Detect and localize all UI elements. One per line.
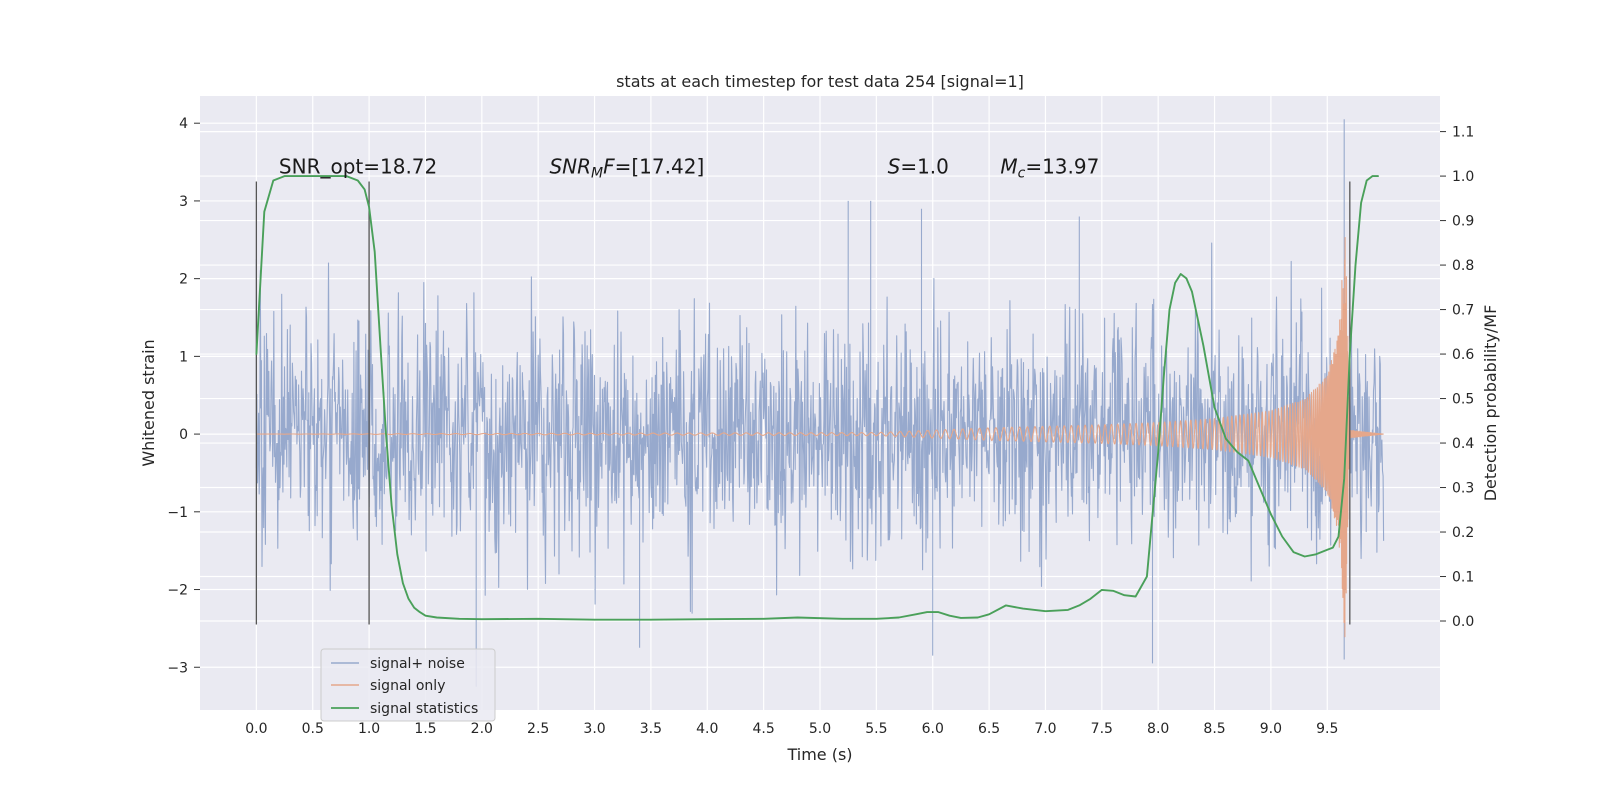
signal-only-line (256, 237, 1384, 638)
signal-statistics-line (255, 175, 1379, 621)
x-tick-label: 2.0 (471, 721, 493, 737)
x-tick-label: 4.5 (753, 721, 775, 737)
annotation-text: S=1.0 (888, 155, 949, 179)
y-right-tick-label: 0.5 (1452, 392, 1474, 408)
y-right-tick-label: 0.6 (1452, 347, 1474, 363)
legend-label-signal-noise: signal+ noise (370, 656, 465, 672)
y-right-tick-label: 0.9 (1452, 214, 1474, 230)
x-tick-label: 7.5 (1091, 721, 1113, 737)
y-right-tick-label: 0.3 (1452, 481, 1474, 497)
legend-box (320, 648, 496, 722)
x-tick-label: 9.5 (1316, 721, 1338, 737)
y-left-axis-label: Whitened strain (139, 339, 158, 466)
signal-statistics-series (255, 175, 1379, 621)
y-left-tick-label: 2 (179, 272, 188, 288)
y-left-ticks: 4 3 2 1 0 −1 −2 −3 (167, 116, 200, 676)
y-left-tick-label: −1 (167, 505, 188, 521)
y-left-tick-label: −3 (167, 660, 188, 676)
x-tick-label: 0.5 (302, 721, 324, 737)
x-axis-label: Time (s) (786, 745, 852, 764)
x-tick-label: 3.0 (583, 721, 605, 737)
x-tick-label: 7.0 (1034, 721, 1056, 737)
chart-title: stats at each timestep for test data 254… (616, 72, 1024, 91)
x-tick-label: 2.5 (527, 721, 549, 737)
x-tick-label: 1.0 (358, 721, 380, 737)
legend-label-signal-only: signal only (370, 678, 445, 694)
annotation-text: Mc=13.97 (1000, 155, 1099, 182)
x-tick-label: 4.0 (696, 721, 718, 737)
y-left-tick-label: 1 (179, 349, 188, 365)
annotations: SNR_opt=18.72 SNRMF=[17.42] S=1.0 Mc=13.97 (279, 155, 1099, 182)
vertical-markers (255, 181, 1351, 625)
x-tick-label: 8.5 (1203, 721, 1225, 737)
x-tick-label: 0.0 (245, 721, 267, 737)
signal-only-series (256, 237, 1384, 638)
x-tick-label: 1.5 (414, 721, 436, 737)
y-right-tick-label: 0.2 (1452, 525, 1474, 541)
y-right-tick-label: 0.1 (1452, 570, 1474, 586)
x-tick-label: 8.0 (1147, 721, 1169, 737)
x-tick-label: 6.0 (922, 721, 944, 737)
y-right-tick-label: 0.8 (1452, 258, 1474, 274)
x-axis-ticks: 0.0 0.5 1.0 1.5 2.0 2.5 3.0 3.5 4.0 4.5 5.0 5.5 6.0 6… (245, 721, 1338, 737)
x-tick-label: 5.5 (865, 721, 887, 737)
annotation-text: SNRMF=[17.42] (549, 155, 704, 182)
y-right-tick-label: 1.0 (1452, 169, 1474, 185)
x-tick-label: 9.0 (1260, 721, 1282, 737)
y-right-tick-label: 0.4 (1452, 436, 1474, 452)
y-right-ticks: 1.1 1.0 0.9 0.8 0.7 0.6 0.5 0.4 0.3 0.2 0.1 0.0 (1440, 125, 1474, 630)
annotation-text: SNR_opt=18.72 (279, 155, 437, 179)
y-right-tick-label: 0.0 (1452, 614, 1474, 630)
legend-label-signal-statistics: signal statistics (370, 701, 478, 717)
y-right-tick-label: 1.1 (1452, 125, 1474, 141)
y-left-tick-label: 3 (179, 194, 188, 210)
x-tick-label: 3.5 (640, 721, 662, 737)
x-tick-label: 6.5 (978, 721, 1000, 737)
legend: signal+ noise signal only signal statist… (320, 648, 496, 722)
y-left-tick-label: 4 (179, 116, 188, 132)
x-tick-label: 5.0 (809, 721, 831, 737)
y-right-tick-label: 0.7 (1452, 303, 1474, 319)
y-right-axis-label: Detection probability/MF (1481, 305, 1500, 502)
y-left-tick-label: 0 (179, 427, 188, 443)
y-left-tick-label: −2 (167, 583, 188, 599)
